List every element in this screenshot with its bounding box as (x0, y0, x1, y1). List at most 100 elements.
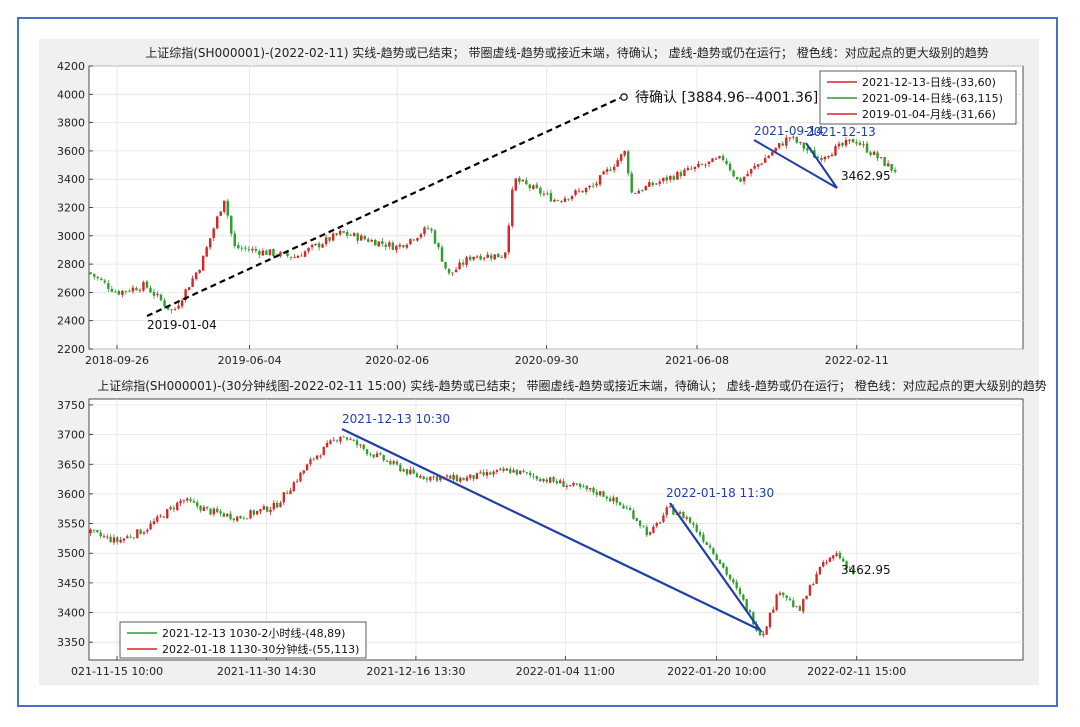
bottom-candle-body (622, 505, 625, 509)
bottom-candle-body (369, 454, 372, 455)
top-candle-body (388, 242, 391, 247)
top-candle-body (823, 156, 827, 160)
bottom-candle-body (742, 594, 745, 600)
top-candle-body (208, 238, 212, 248)
bottom-candle-body (535, 476, 539, 480)
top-trend-lines (753, 139, 838, 189)
pending-trend-label: 待确认 [3884.96--4001.36] (635, 90, 818, 106)
top-ytick-label: 2800 (57, 258, 85, 271)
top-candle-body (746, 173, 749, 177)
top-ytick-label: 4000 (57, 88, 85, 101)
top-candle-body (423, 227, 426, 234)
bottom-candle-body (529, 472, 532, 476)
top-candle-body (219, 211, 222, 216)
top-ytick-label: 2600 (57, 286, 85, 299)
top-candle-body (672, 176, 676, 180)
bottom-candle-body (812, 584, 815, 585)
bottom-candle-body (728, 574, 732, 580)
bottom-candle-body (815, 573, 818, 584)
top-candle-body (500, 257, 503, 258)
top-candle-body (198, 270, 201, 273)
bottom-candle-body (196, 502, 199, 507)
bottom-candle-body (778, 592, 782, 595)
bottom-candle-body (209, 508, 212, 515)
top-candle-body (504, 252, 507, 258)
top-candle-body (630, 173, 633, 193)
bottom-legend-label-2: 2022-01-18 1130-30分钟线-(55,113) (162, 642, 359, 656)
top-candle-body (96, 276, 100, 279)
bottom-xtick-label: 2022-02-11 15:00 (807, 665, 906, 678)
bottom-candle-body (262, 506, 265, 510)
top-candle-body (131, 287, 135, 292)
top-candle-body (419, 234, 423, 238)
top-candle-body (356, 233, 359, 241)
top-candle-body (279, 252, 282, 257)
bottom-candle-body (409, 469, 412, 475)
top-candle-body (121, 290, 124, 295)
bottom-candle-body (618, 502, 622, 505)
bottom-candle-body (519, 470, 522, 474)
bottom-legend-label-1: 2021-12-13 1030-2小时线-(48,89) (162, 626, 345, 640)
bottom-candle-body (206, 506, 209, 509)
bottom-candle-body (602, 491, 605, 497)
bottom-candle-body (305, 464, 309, 471)
top-candle-body (103, 280, 107, 283)
bottom-candle-body (285, 492, 289, 494)
top-candle-body (785, 137, 788, 146)
bottom-candle-body (762, 633, 765, 636)
bottom-candle-body (252, 510, 255, 515)
top-candle-body (493, 254, 496, 260)
bottom-candle-body (572, 482, 575, 486)
top-candle-body (254, 249, 258, 251)
bottom-candle-body (322, 446, 325, 456)
top-xtick-label: 2020-09-30 (515, 354, 579, 367)
top-candle-body (612, 166, 616, 171)
bottom-candle-body (219, 511, 222, 514)
top-candle-body (567, 198, 570, 200)
bottom-candle-body (732, 579, 735, 583)
top-candle-body (830, 154, 834, 157)
bottom-candle-body (642, 526, 645, 528)
bottom-candle-body (375, 453, 379, 457)
bottom-candle-body (352, 439, 355, 441)
bottom-candle-body (315, 455, 319, 460)
bottom-candle-body (109, 536, 112, 542)
bottom-candle-body (818, 566, 822, 575)
bottom-xtick-label: 2022-01-04 11:00 (516, 665, 615, 678)
top-candle-body (605, 169, 609, 172)
bottom-ytick-label: 3550 (57, 518, 85, 531)
top-candle-body (721, 155, 725, 161)
top-candle-body (447, 268, 451, 274)
bottom-candle-body (242, 517, 246, 519)
top-candle-body (321, 244, 324, 248)
bottom-legend-box (119, 621, 367, 659)
top-candle-body (212, 228, 215, 238)
top-candle-body (409, 238, 412, 245)
top-candle-body (377, 241, 381, 247)
bottom-candle-body (802, 599, 805, 612)
bottom-candle-body (359, 444, 362, 446)
bottom-candle-body (675, 514, 678, 515)
top-candle-body (865, 143, 869, 153)
bottom-candle-body (445, 475, 449, 477)
top-candle-body (177, 305, 180, 309)
bottom-candle-body (638, 520, 642, 526)
top-candle-body (728, 163, 732, 171)
bottom-candle-body (838, 552, 842, 559)
top-candle-body (535, 184, 539, 189)
bottom-candle-body (122, 538, 126, 541)
bottom-candle-body (828, 557, 832, 562)
top-candle-body (749, 168, 753, 174)
bottom-chart-title: 上证综指(SH000001)-(30分钟线图-2022-02-11 15:00)… (97, 378, 1047, 393)
top-candle-body (883, 157, 886, 166)
top-candle-body (331, 233, 335, 241)
top-candle-body (381, 241, 384, 244)
top-candle-body (739, 178, 742, 182)
top-candle-body (778, 143, 781, 148)
pending-trend-dashed-line (146, 97, 621, 317)
top-candle-body (201, 255, 205, 271)
top-candle-body (693, 166, 697, 170)
top-candle-body (187, 287, 191, 291)
bottom-ytick-label: 3700 (57, 429, 85, 442)
top-candle-body (834, 146, 837, 156)
